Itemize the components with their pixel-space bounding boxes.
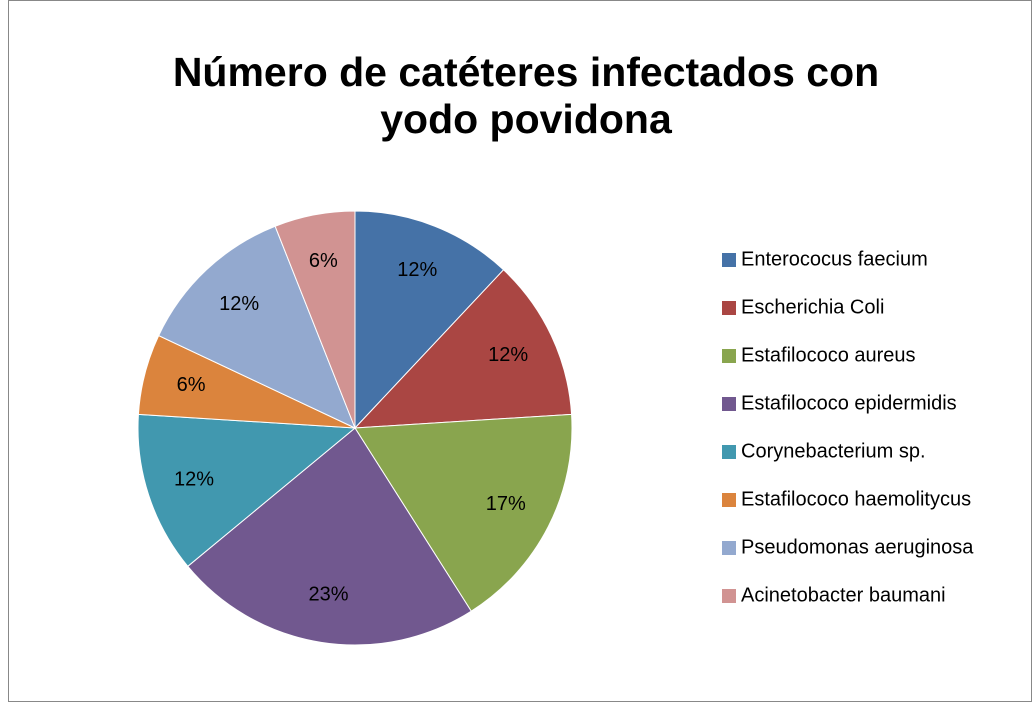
legend-label: Enterococus faecium [741, 248, 928, 270]
data-label: 6% [309, 250, 338, 272]
pie-slice [354, 210, 505, 430]
legend-label: Acinetobacter baumani [741, 584, 946, 606]
legend-swatch [722, 493, 736, 507]
data-label: 12% [174, 469, 214, 491]
data-label: 17% [486, 493, 526, 515]
data-label: 12% [397, 259, 437, 281]
pie-slice [137, 413, 357, 568]
pie-slice [354, 413, 573, 612]
legend-swatch [722, 589, 736, 603]
legend-swatch [722, 445, 736, 459]
legend-label: Estafilococo haemolitycus [741, 488, 971, 510]
pie-slice [353, 269, 573, 429]
data-label: 12% [219, 293, 259, 315]
legend-swatch [722, 541, 736, 555]
legend-swatch [722, 397, 736, 411]
legend-swatch [722, 253, 736, 267]
legend-label: Pseudomonas aeruginosa [741, 536, 974, 558]
data-label: 6% [177, 374, 206, 396]
data-label: 12% [488, 344, 528, 366]
legend-swatch [722, 301, 736, 315]
data-label: 23% [309, 583, 349, 605]
legend-swatch [722, 349, 736, 363]
legend-label: Estafilococo aureus [741, 344, 916, 366]
legend-label: Corynebacterium sp. [741, 440, 926, 462]
pie-slice [274, 210, 356, 429]
legend-label: Escherichia Coli [741, 296, 884, 318]
pie-slice [157, 225, 356, 429]
pie-slice [187, 427, 472, 646]
chart-title: Número de catéteres infectados con yodo p… [173, 49, 879, 142]
legend-label: Estafilococo epidermidis [741, 392, 957, 414]
